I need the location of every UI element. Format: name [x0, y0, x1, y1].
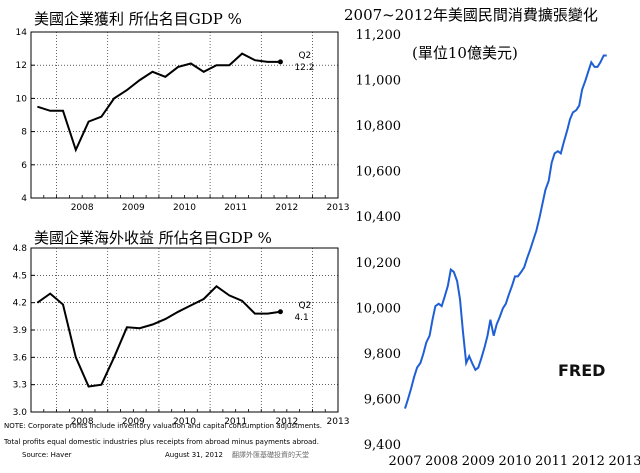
- profits-gridlines: [31, 32, 338, 198]
- bl-y-tick-label: 4.2: [13, 299, 27, 309]
- consumption-x-tick-label: 2012: [572, 454, 605, 469]
- consumption-x-ticks: 2007 2008 2009 2010 2011 2012 2013: [388, 454, 640, 469]
- bl-x-tick-label: 2009: [122, 417, 145, 427]
- tl-y-tick-label: 10: [16, 94, 28, 104]
- tl-y-tick-label: 6: [21, 161, 27, 171]
- profits-annotation-label: Q2: [298, 51, 311, 61]
- consumption-y-tick-label: 10,200: [356, 256, 402, 271]
- footnote-date: August 31, 2012: [165, 451, 223, 459]
- foreign-annotation-label: Q2: [298, 301, 311, 311]
- tl-x-tick-label: 2013: [327, 203, 350, 213]
- bl-x-tick-label: 2013: [327, 417, 350, 427]
- foreign-gridlines: [31, 248, 338, 412]
- foreign-series-line: [36, 284, 281, 388]
- tl-y-tick-label: 8: [21, 128, 27, 138]
- consumption-series-line: [404, 54, 607, 409]
- bl-x-tick-label: 2010: [173, 417, 196, 427]
- consumption-chart-title: 2007~2012年美國民間消費擴張變化: [344, 6, 598, 24]
- bl-x-tick-label: 2011: [224, 417, 247, 427]
- bl-y-tick-label: 4.8: [13, 244, 28, 254]
- foreign-annotation-value: 4.1: [294, 313, 308, 323]
- profits-y-ticks: 4 6 8 10 12 14: [16, 28, 35, 204]
- foreign-x-ticks: 2008 2009 2010 2011 2012 2013: [30, 409, 350, 427]
- consumption-y-tick-label: 9,800: [364, 347, 401, 362]
- watermark-text: 翻譯外匯基礎投資的天堂: [232, 450, 309, 459]
- consumption-y-tick-label: 10,800: [356, 119, 402, 134]
- profits-chart-title: 美國企業獲利 所佔名目GDP %: [34, 10, 242, 28]
- bl-y-tick-label: 3.9: [13, 326, 28, 336]
- consumption-unit-label: (單位10億美元): [412, 44, 518, 62]
- consumption-x-tick-label: 2008: [425, 454, 458, 469]
- tl-x-tick-label: 2008: [71, 203, 94, 213]
- tl-x-tick-label: 2011: [224, 203, 247, 213]
- consumption-x-tick-label: 2013: [608, 454, 640, 469]
- consumption-x-tick-label: 2011: [535, 454, 568, 469]
- foreign-earnings-chart: 美國企業海外收益 所佔名目GDP % 3.0 3.3 3.6 3.9 4.2 4.5 4.8…: [13, 229, 350, 427]
- tl-x-tick-label: 2010: [173, 203, 196, 213]
- consumption-x-tick-label: 2009: [462, 454, 495, 469]
- foreign-last-point-marker: [277, 309, 283, 315]
- tl-x-tick-label: 2009: [122, 203, 145, 213]
- footnote-note-line2: Total profits equal domestic industries …: [3, 438, 319, 446]
- consumption-y-tick-label: 10,000: [356, 301, 402, 316]
- consumption-y-tick-label: 10,400: [356, 210, 402, 225]
- profits-annotation-value: 12.2: [294, 63, 314, 73]
- profits-last-point-marker: [277, 59, 283, 65]
- consumption-x-tick-label: 2007: [388, 454, 421, 469]
- consumption-chart: 2007~2012年美國民間消費擴張變化 (單位10億美元) 9,400 9,60…: [344, 6, 640, 469]
- bl-y-tick-label: 3.6: [13, 353, 28, 363]
- consumption-y-ticks: 9,400 9,600 9,800 10,000 10,200 10,400 10,600 1…: [356, 28, 402, 453]
- footnote-source: Source: Haver: [22, 451, 72, 459]
- consumption-y-tick-label: 11,200: [356, 28, 402, 43]
- bl-y-tick-label: 3.0: [13, 408, 28, 418]
- consumption-y-tick-label: 9,600: [364, 392, 401, 407]
- bl-x-tick-label: 2012: [275, 417, 298, 427]
- bl-y-tick-label: 3.3: [13, 381, 27, 391]
- consumption-y-tick-label: 9,400: [364, 438, 401, 453]
- footnote-note-line1: NOTE: Corporate profits include inventor…: [4, 422, 322, 430]
- fred-logo: FRED: [558, 361, 605, 380]
- consumption-x-tick-label: 2010: [498, 454, 531, 469]
- profits-x-ticks: 2008 2009 2010 2011 2012 2013: [30, 195, 350, 213]
- tl-y-tick-label: 4: [21, 194, 27, 204]
- foreign-chart-title: 美國企業海外收益 所佔名目GDP %: [34, 229, 272, 247]
- consumption-y-tick-label: 11,000: [356, 74, 402, 89]
- consumption-y-tick-label: 10,600: [356, 165, 402, 180]
- foreign-y-ticks: 3.0 3.3 3.6 3.9 4.2 4.5 4.8: [13, 244, 35, 418]
- profits-plot-frame: [30, 31, 339, 199]
- bl-x-tick-label: 2008: [71, 417, 94, 427]
- tl-x-tick-label: 2012: [275, 203, 298, 213]
- tl-y-tick-label: 14: [16, 28, 28, 38]
- profits-series-line: [37, 52, 281, 153]
- bl-y-tick-label: 4.5: [13, 271, 27, 281]
- tl-y-tick-label: 12: [16, 61, 27, 71]
